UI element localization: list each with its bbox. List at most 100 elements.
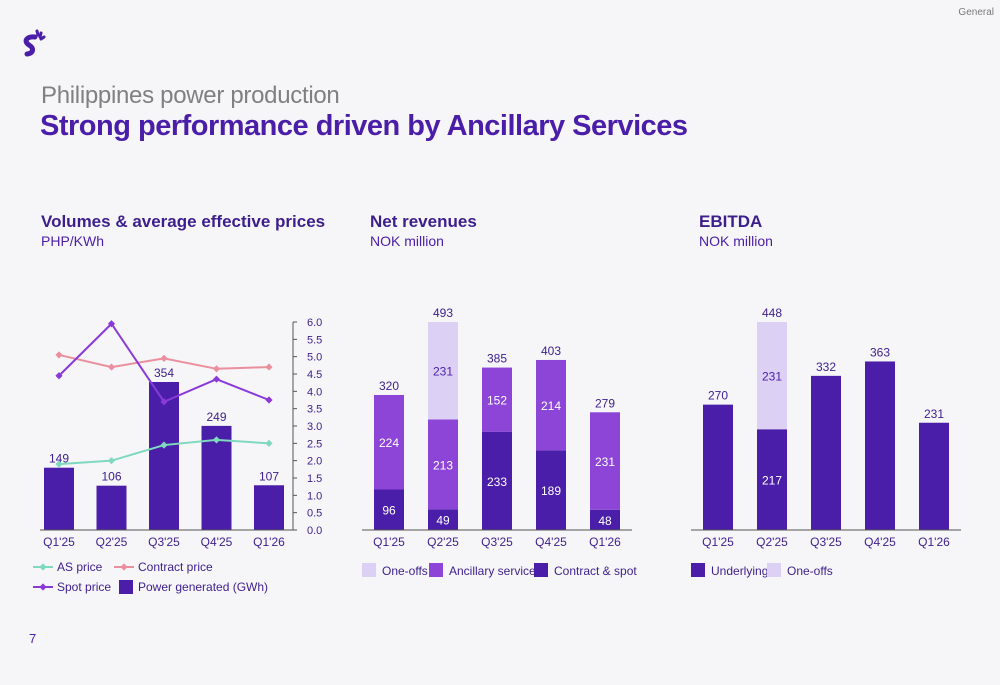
ancillary-services-bar <box>590 412 620 510</box>
total-label: 403 <box>541 344 561 358</box>
ancillary-services-bar <box>374 394 404 490</box>
legend-as-price-label: AS price <box>57 560 103 574</box>
total-label: 231 <box>924 407 944 421</box>
ancillary-services-bar <box>482 367 512 432</box>
legend-power-generated-gwh-label: Power generated (GWh) <box>138 580 268 594</box>
legend-ancillary-services-swatch <box>429 563 443 577</box>
ancillary-services-bar <box>428 419 458 510</box>
page-number: 7 <box>29 631 37 646</box>
contract-spot-value-label: 96 <box>382 504 396 518</box>
revenues-chart-subtitle: NOK million <box>370 233 444 249</box>
ancillary-services-value-label: 152 <box>487 394 507 408</box>
spot-price-point <box>160 398 168 406</box>
ancillary-services-value-label: 214 <box>541 399 561 413</box>
total-label: 279 <box>595 396 615 410</box>
contract-spot-bar <box>428 509 458 530</box>
total-label: 448 <box>762 306 782 320</box>
contract-spot-bar <box>590 509 620 530</box>
underlying-value-label: 217 <box>762 474 782 488</box>
total-label: 320 <box>379 379 399 393</box>
as-price-point <box>160 441 168 449</box>
legend-spot-price-label: Spot price <box>57 580 111 594</box>
underlying-bar <box>865 361 895 530</box>
one-offs-value-label: 231 <box>433 365 453 379</box>
total-label: 270 <box>708 389 728 403</box>
total-label: 493 <box>433 306 453 320</box>
x-tick-label: Q4'25 <box>864 535 896 549</box>
x-tick-label: Q1'26 <box>589 535 621 549</box>
x-tick-label: Q4'25 <box>201 535 233 549</box>
y2-tick-label: 5.5 <box>307 334 322 346</box>
x-tick-label: Q3'25 <box>810 535 842 549</box>
spot-price-point <box>55 372 63 380</box>
contract-price-point <box>265 363 273 371</box>
volume-bar-label: 249 <box>206 410 226 424</box>
legend-one-offs-swatch <box>362 563 376 577</box>
volume-bar-label: 107 <box>259 469 279 483</box>
ancillary-services-value-label: 224 <box>379 436 399 450</box>
contract-spot-value-label: 48 <box>598 514 612 528</box>
y2-tick-label: 2.0 <box>307 456 322 468</box>
legend-one-offs-swatch <box>767 563 781 577</box>
contract-spot-value-label: 233 <box>487 475 507 489</box>
revenues-chart-title: Net revenues <box>370 212 477 231</box>
volume-bar <box>149 382 179 530</box>
spot-price-point <box>265 396 273 404</box>
company-logo-icon <box>23 29 46 57</box>
volume-bar-label: 149 <box>49 452 69 466</box>
legend-contract-spot-swatch <box>534 563 548 577</box>
ebitda-chart-subtitle: NOK million <box>699 233 773 249</box>
ebitda-chart-title: EBITDA <box>699 212 763 231</box>
x-tick-label: Q3'25 <box>148 535 180 549</box>
y2-tick-label: 2.5 <box>307 438 322 450</box>
total-label: 385 <box>487 352 507 366</box>
y2-tick-label: 1.0 <box>307 490 322 502</box>
legend-contract-price-label: Contract price <box>138 560 213 574</box>
x-tick-label: Q1'25 <box>43 535 75 549</box>
y2-tick-label: 0.0 <box>307 525 322 537</box>
spot-price-point <box>212 375 221 383</box>
x-tick-label: Q3'25 <box>481 535 513 549</box>
underlying-bar <box>757 429 787 530</box>
volumes-chart-title: Volumes & average effective prices <box>41 212 326 231</box>
legend-contract-spot-label: Contract & spot <box>554 564 637 578</box>
page-title: Strong performance driven by Ancillary S… <box>40 110 688 142</box>
volume-bar <box>96 485 127 530</box>
y2-tick-label: 6.0 <box>307 317 322 329</box>
legend-underlying-label: Underlying <box>711 564 768 578</box>
y2-tick-label: 4.0 <box>307 386 322 398</box>
legend-as-price-marker <box>39 563 47 571</box>
volume-bar-label: 354 <box>154 366 174 380</box>
volume-bar-label: 106 <box>101 470 121 484</box>
contract-spot-value-label: 49 <box>436 514 450 528</box>
as-price-point <box>107 457 116 465</box>
contract-spot-value-label: 189 <box>541 484 561 498</box>
contract-price-point <box>107 363 116 371</box>
one-offs-bar <box>757 322 787 430</box>
one-offs-bar <box>428 322 458 420</box>
total-label: 363 <box>870 345 890 359</box>
contract-spot-bar <box>536 450 566 530</box>
x-tick-label: Q1'25 <box>702 535 734 549</box>
x-tick-label: Q2'25 <box>427 535 459 549</box>
legend-spot-price-marker <box>39 583 47 591</box>
legend-ancillary-services-label: Ancillary services <box>449 564 542 578</box>
legend-power-generated-gwh-swatch <box>119 580 133 594</box>
y2-tick-label: 0.5 <box>307 508 322 520</box>
volume-bar <box>254 485 284 530</box>
y2-tick-label: 1.5 <box>307 473 322 485</box>
as-price-point <box>265 439 273 447</box>
volume-bar <box>44 467 74 530</box>
x-tick-label: Q1'26 <box>253 535 285 549</box>
ancillary-services-value-label: 213 <box>433 458 453 472</box>
legend-one-offs-label: One-offs <box>382 564 428 578</box>
as-price-point <box>212 436 221 444</box>
legend-underlying-swatch <box>691 563 705 577</box>
contract-price-point <box>160 354 168 362</box>
y2-tick-label: 3.5 <box>307 404 322 416</box>
underlying-bar <box>811 375 841 530</box>
contract-spot-bar <box>482 431 512 530</box>
ancillary-services-value-label: 231 <box>595 455 615 469</box>
x-tick-label: Q2'25 <box>96 535 128 549</box>
